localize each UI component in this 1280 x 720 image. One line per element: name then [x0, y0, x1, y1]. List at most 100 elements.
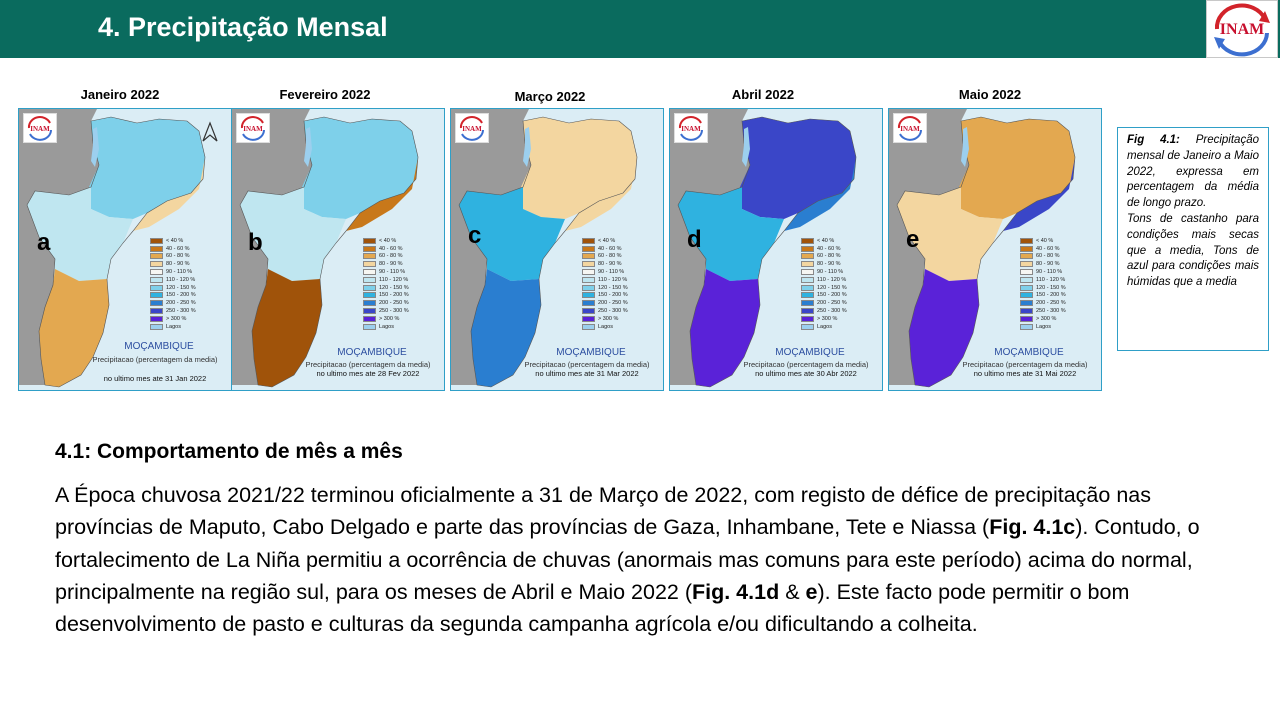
legend-label: 150 - 200 %	[379, 292, 409, 299]
map-panel-mar: INAM c < 40 % 40 - 60 % 60 - 80 % 80 - 90 % 90…	[450, 108, 664, 391]
header-bar: 4. Precipitação Mensal INAM	[0, 0, 1280, 58]
legend-label: 120 - 150 %	[817, 284, 847, 291]
map-title-apr: Abril 2022	[731, 87, 795, 102]
legend-label: Lagos	[598, 323, 613, 330]
legend-swatch	[150, 261, 163, 268]
legend-swatch	[582, 315, 595, 322]
map-title-feb: Fevereiro 2022	[279, 87, 371, 102]
legend-swatch	[582, 284, 595, 291]
legend-item: > 300 %	[801, 315, 881, 323]
legend-label: 90 - 110 %	[166, 269, 193, 276]
legend-item: 200 - 250 %	[363, 299, 443, 307]
legend-label: > 300 %	[598, 315, 619, 322]
legend-label: 110 - 120 %	[379, 276, 409, 283]
legend-label: 200 - 250 %	[379, 300, 409, 307]
svg-text:INAM: INAM	[30, 125, 50, 133]
map-date-label: no ultimo mes ate 31 Mar 2022	[535, 369, 639, 378]
panel-letter: a	[37, 229, 51, 256]
legend-label: 200 - 250 %	[598, 300, 628, 307]
mozambique-map	[670, 109, 857, 388]
inam-mini-logo: INAM	[236, 113, 270, 143]
legend-swatch	[150, 284, 163, 291]
map-subtitle: Precipitacao (percentagem da media)	[305, 360, 431, 369]
map-subtitle: Precipitacao (percentagem da media)	[524, 360, 650, 369]
page-title: 4. Precipitação Mensal	[98, 12, 388, 42]
legend-swatch	[363, 276, 376, 283]
region-center	[897, 187, 1003, 281]
legend-item: 110 - 120 %	[363, 276, 443, 284]
body-text-part-4: ). Este facto pode permitir o bom desenv…	[55, 579, 1130, 637]
legend-label: 250 - 300 %	[598, 308, 628, 315]
mozambique-map	[451, 109, 638, 388]
legend-item: Lagos	[150, 323, 230, 331]
legend-item: < 40 %	[1020, 237, 1100, 245]
map-country-label: MOÇAMBIQUE	[124, 341, 194, 352]
legend-label: < 40 %	[166, 237, 184, 244]
svg-text:INAM: INAM	[243, 125, 263, 133]
map-panel-feb: INAM b < 40 % 40 - 60 % 60 - 80 % 80 - 90 % 90…	[231, 108, 445, 391]
legend-item: 200 - 250 %	[582, 299, 662, 307]
region-south	[471, 269, 541, 387]
region-south	[39, 269, 109, 387]
legend-swatch	[1020, 245, 1033, 252]
neighbor-countries	[889, 109, 969, 385]
region-south	[690, 269, 760, 387]
legend-label: 250 - 300 %	[817, 308, 847, 315]
legend-item: 150 - 200 %	[1020, 292, 1100, 300]
legend-swatch	[363, 315, 376, 322]
legend-item: 120 - 150 %	[363, 284, 443, 292]
map-legend: < 40 % 40 - 60 % 60 - 80 % 80 - 90 % 90 - 11…	[1020, 237, 1100, 331]
legend-swatch	[1020, 308, 1033, 315]
legend-label: 60 - 80 %	[166, 253, 190, 260]
map-legend: < 40 % 40 - 60 % 60 - 80 % 80 - 90 % 90 - 11…	[582, 237, 662, 331]
legend-item: 250 - 300 %	[363, 307, 443, 315]
lake-niassa	[742, 127, 750, 167]
legend-swatch	[1020, 315, 1033, 322]
legend-label: 250 - 300 %	[379, 308, 409, 315]
legend-label: 110 - 120 %	[817, 276, 847, 283]
inam-mini-logo: INAM	[455, 113, 489, 143]
legend-item: > 300 %	[150, 315, 230, 323]
map-panel-apr: INAM d < 40 % 40 - 60 % 60 - 80 % 80 - 90 % 90…	[669, 108, 883, 391]
legend-swatch	[582, 323, 595, 330]
legend-item: 200 - 250 %	[801, 299, 881, 307]
legend-item: < 40 %	[582, 237, 662, 245]
map-date-label: no ultimo mes ate 28 Fev 2022	[316, 369, 420, 378]
body-text-part-3: &	[779, 579, 806, 604]
legend-item: 110 - 120 %	[582, 276, 662, 284]
neighbor-countries	[19, 109, 99, 385]
legend-label: 110 - 120 %	[1036, 276, 1066, 283]
legend-label: 90 - 110 %	[598, 269, 625, 276]
legend-label: 40 - 60 %	[379, 245, 403, 252]
north-arrow-icon	[201, 121, 219, 148]
region-coast	[784, 157, 856, 231]
body-paragraph: A Época chuvosa 2021/22 terminou oficial…	[55, 479, 1235, 640]
legend-swatch	[1020, 292, 1033, 299]
logo-text: INAM	[1220, 21, 1264, 38]
legend-item: 80 - 90 %	[363, 260, 443, 268]
legend-swatch	[1020, 253, 1033, 260]
region-center	[459, 187, 565, 281]
section-heading: 4.1: Comportamento de mês a mês	[55, 440, 403, 463]
map-date-label: no ultimo mes ate 30 Abr 2022	[755, 369, 857, 378]
neighbor-countries	[670, 109, 750, 385]
legend-label: 60 - 80 %	[379, 253, 403, 260]
legend-item: 110 - 120 %	[1020, 276, 1100, 284]
map-title-may: Maio 2022	[958, 87, 1022, 102]
legend-label: 200 - 250 %	[817, 300, 847, 307]
legend-label: > 300 %	[1036, 315, 1057, 322]
legend-item: 80 - 90 %	[801, 260, 881, 268]
legend-label: 40 - 60 %	[817, 245, 841, 252]
legend-label: 60 - 80 %	[817, 253, 841, 260]
legend-label: 120 - 150 %	[598, 284, 628, 291]
map-country-label: MOÇAMBIQUE	[994, 347, 1064, 358]
figure-ref-c: Fig. 4.1c	[989, 515, 1076, 540]
legend-swatch	[150, 323, 163, 330]
figure-caption: Fig 4.1: Precipitação mensal de Janeiro …	[1117, 127, 1269, 351]
legend-item: 90 - 110 %	[150, 268, 230, 276]
legend-label: 60 - 80 %	[1036, 253, 1060, 260]
caption-text-2: Tons de castanho para condições mais sec…	[1127, 212, 1259, 289]
map-panel-jan: INAM a < 40 % 40 - 60 % 60 - 80 % 80 - 90 % 90…	[18, 108, 232, 391]
body-text-part-1: A Época chuvosa 2021/22 terminou oficial…	[55, 483, 1151, 540]
caption-fig-label: Fig 4.1:	[1127, 134, 1180, 146]
